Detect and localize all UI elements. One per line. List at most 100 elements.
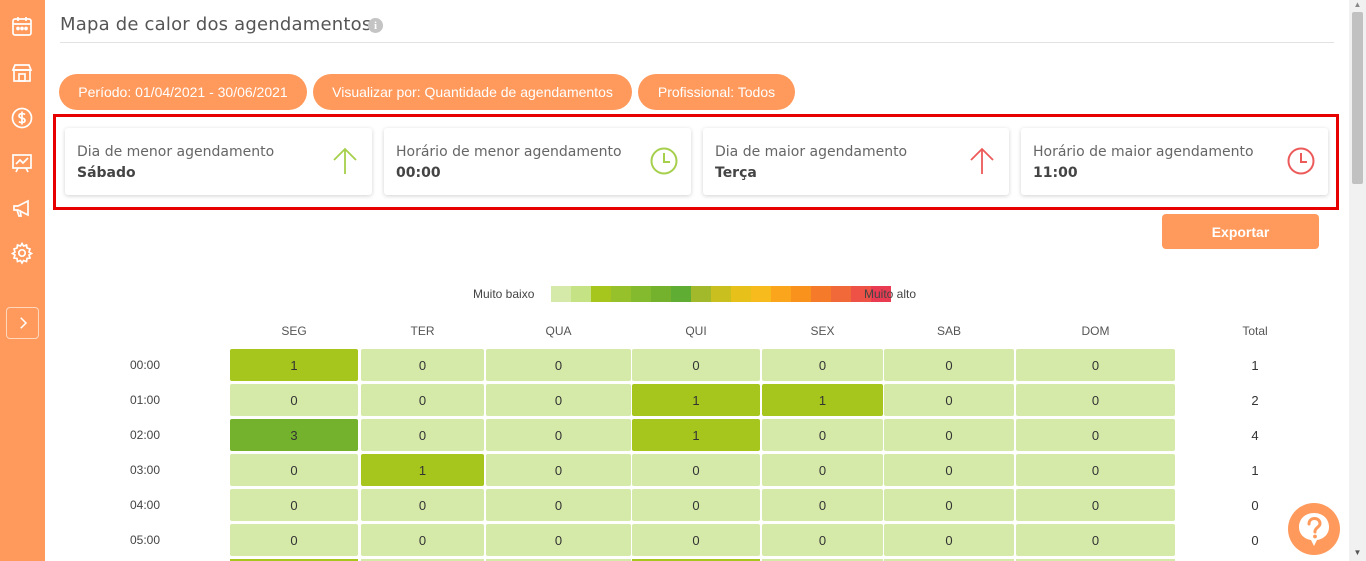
row-header-hour: 02:00 [129, 428, 161, 442]
row-header-hour: 03:00 [129, 463, 161, 477]
heatmap-cell[interactable]: 0 [632, 489, 760, 521]
legend-color-scale [551, 286, 891, 302]
heatmap-cell[interactable]: 0 [361, 349, 484, 381]
card-label: Dia de maior agendamento [715, 144, 908, 160]
card-lowest-day: Dia de menor agendamento Sábado [65, 128, 372, 195]
column-header-qui: QUI [685, 324, 707, 338]
heatmap-cell[interactable]: 0 [884, 489, 1014, 521]
heatmap-cell[interactable]: 0 [230, 454, 358, 486]
card-label: Dia de menor agendamento [77, 144, 275, 160]
scroll-down-arrow[interactable]: ▼ [1353, 548, 1362, 557]
heatmap-cell[interactable]: 1 [230, 349, 358, 381]
heatmap-cell[interactable]: 0 [1016, 454, 1175, 486]
scrollbar-thumb[interactable] [1352, 12, 1363, 184]
page-title: Mapa de calor dos agendamentos [60, 14, 372, 35]
column-header-ter: TER [410, 324, 435, 338]
heatmap-cell[interactable]: 1 [361, 454, 484, 486]
heatmap-cell[interactable]: 0 [884, 454, 1014, 486]
heatmap-cell[interactable]: 0 [632, 454, 760, 486]
store-icon[interactable] [9, 60, 35, 86]
heatmap-cell[interactable]: 0 [884, 419, 1014, 451]
heatmap-cell[interactable]: 0 [486, 419, 631, 451]
heatmap-cell[interactable]: 0 [632, 349, 760, 381]
sidebar-toggle-button[interactable] [6, 307, 39, 339]
column-header-seg: SEG [281, 324, 307, 338]
row-header-hour: 01:00 [129, 393, 161, 407]
heatmap-cell[interactable]: 0 [884, 349, 1014, 381]
heatmap-cell[interactable]: 0 [1016, 489, 1175, 521]
row-header-hour: 05:00 [129, 533, 161, 547]
heatmap-cell-partial [762, 559, 883, 561]
legend-swatch [691, 286, 711, 302]
export-button[interactable]: Exportar [1162, 214, 1319, 249]
card-label: Horário de maior agendamento [1033, 144, 1254, 160]
heatmap-cell[interactable]: 0 [486, 349, 631, 381]
heatmap-cell-partial [486, 559, 631, 561]
legend-low-label: Muito baixo [473, 287, 535, 301]
legend-swatch [771, 286, 791, 302]
column-header-sex: SEX [810, 324, 835, 338]
heatmap-cell[interactable]: 0 [486, 524, 631, 556]
row-total: 1 [1251, 358, 1259, 373]
period-filter-button[interactable]: Período: 01/04/2021 - 30/06/2021 [59, 74, 307, 110]
heatmap-cell[interactable]: 0 [762, 524, 883, 556]
heatmap-cell[interactable]: 1 [632, 384, 760, 416]
heatmap-cell[interactable]: 0 [486, 384, 631, 416]
column-header-dom: DOM [1081, 324, 1110, 338]
heatmap-cell[interactable]: 0 [1016, 524, 1175, 556]
megaphone-icon[interactable] [9, 195, 35, 221]
row-header-hour: 04:00 [129, 498, 161, 512]
calendar-icon[interactable] [9, 13, 35, 39]
heatmap-cell[interactable]: 0 [230, 524, 358, 556]
heatmap-cell[interactable]: 0 [884, 524, 1014, 556]
heatmap-cell[interactable]: 0 [230, 384, 358, 416]
heatmap-cell[interactable]: 0 [1016, 349, 1175, 381]
chart-board-icon[interactable] [9, 150, 35, 176]
heatmap-cell[interactable]: 3 [230, 419, 358, 451]
help-button[interactable] [1288, 503, 1340, 555]
heatmap-cell[interactable]: 0 [361, 419, 484, 451]
scroll-up-arrow[interactable]: ▲ [1353, 0, 1362, 9]
legend-swatch [571, 286, 591, 302]
dollar-icon[interactable] [9, 105, 35, 131]
heatmap-cell[interactable]: 0 [1016, 384, 1175, 416]
heatmap-cell[interactable]: 0 [762, 454, 883, 486]
info-icon[interactable]: i [368, 18, 383, 33]
heatmap-cell[interactable]: 0 [361, 384, 484, 416]
row-total: 4 [1251, 428, 1259, 443]
view-by-filter-button[interactable]: Visualizar por: Quantidade de agendament… [313, 74, 632, 110]
heatmap-cell[interactable]: 0 [1016, 419, 1175, 451]
heatmap-cell[interactable]: 0 [632, 524, 760, 556]
heatmap-cell-partial [1016, 559, 1175, 561]
question-icon [1299, 513, 1329, 546]
heatmap-cell[interactable]: 0 [762, 489, 883, 521]
legend-swatch [791, 286, 811, 302]
legend-high-label: Muito alto [864, 287, 917, 301]
legend-swatch [871, 286, 891, 302]
heatmap-cell[interactable]: 0 [762, 349, 883, 381]
heatmap-cell[interactable]: 0 [762, 419, 883, 451]
heatmap-cell[interactable]: 1 [762, 384, 883, 416]
column-header-sab: SAB [936, 324, 961, 338]
sidebar [0, 0, 45, 561]
legend-swatch [711, 286, 731, 302]
clock-icon [1287, 147, 1315, 175]
summary-highlight-box [53, 114, 1339, 210]
heatmap-cell[interactable]: 0 [361, 489, 484, 521]
card-value: Sábado [77, 165, 136, 181]
card-lowest-hour: Horário de menor agendamento 00:00 [384, 128, 691, 195]
legend-swatch [851, 286, 871, 302]
heatmap-cell[interactable]: 0 [486, 489, 631, 521]
heatmap-cell[interactable]: 0 [361, 524, 484, 556]
heatmap-cell[interactable]: 0 [486, 454, 631, 486]
heatmap-cell[interactable]: 1 [632, 419, 760, 451]
heatmap-cell[interactable]: 0 [884, 384, 1014, 416]
header-divider [60, 42, 1334, 43]
arrow-up-icon [970, 147, 994, 174]
legend-swatch [591, 286, 611, 302]
legend-swatch [671, 286, 691, 302]
professional-filter-button[interactable]: Profissional: Todos [638, 74, 795, 110]
card-label: Horário de menor agendamento [396, 144, 622, 160]
heatmap-cell[interactable]: 0 [230, 489, 358, 521]
gear-icon[interactable] [9, 240, 35, 266]
